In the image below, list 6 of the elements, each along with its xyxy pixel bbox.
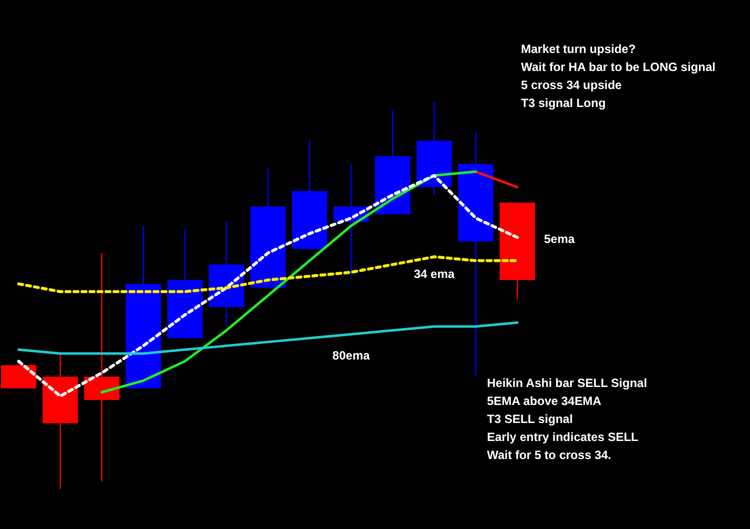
candlestick: [84, 252, 120, 482]
text: 5ema: [544, 232, 575, 246]
annotation: Heikin Ashi bar SELL Signal 5EMA above 34EMA T3 SELL signal Early entry indicates SELL Wait for 5 to cross 34.: [487, 375, 648, 464]
series-label: 80ema: [332, 348, 370, 363]
annotation: Market turn upside? Wait for HA bar to be LONG signal 5 cross 34 upside T3 signal Long: [521, 41, 716, 112]
series-label: 34 ema: [414, 267, 455, 282]
